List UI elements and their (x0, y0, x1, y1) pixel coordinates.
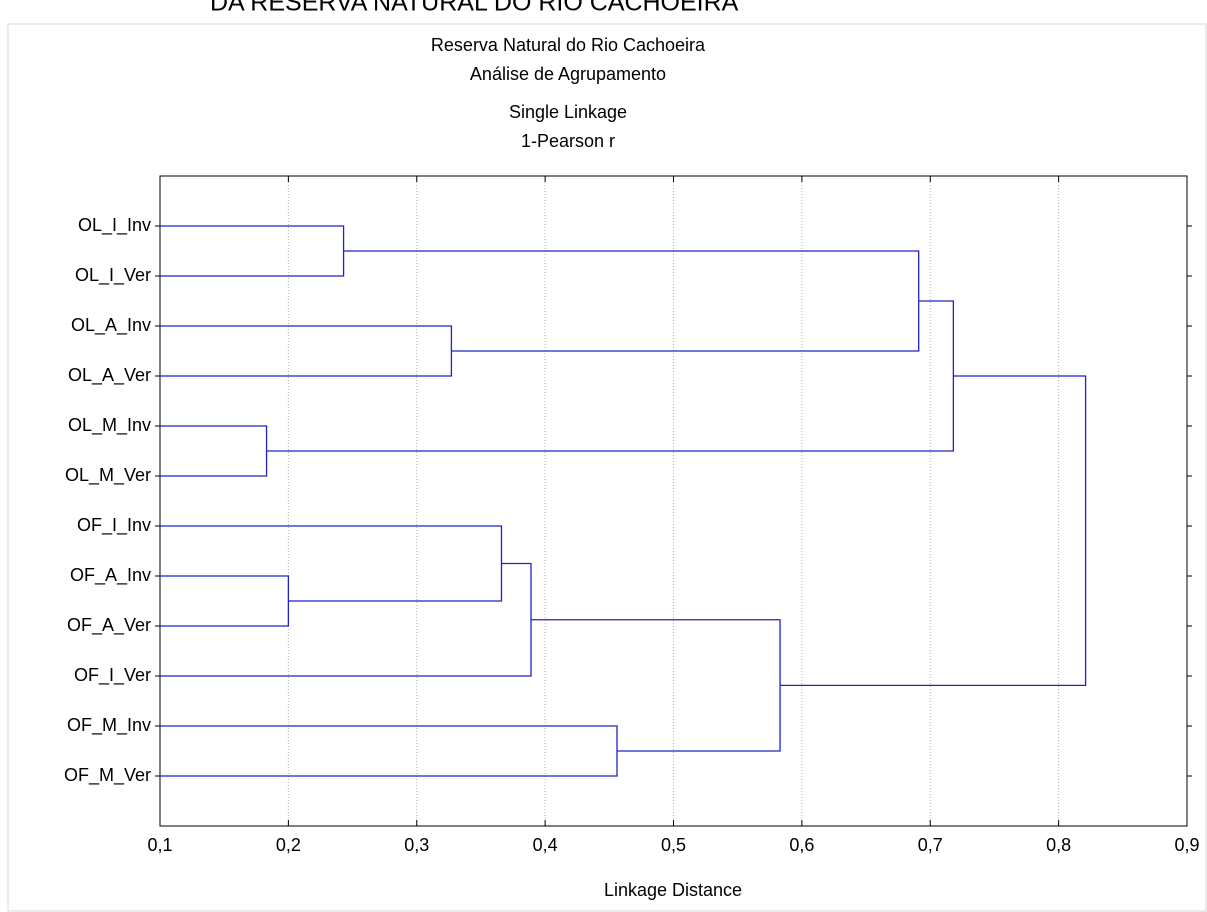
leaf-label: OF_I_Ver (74, 665, 151, 686)
chart-title: Single Linkage (509, 102, 627, 122)
x-tick-label: 0,7 (918, 835, 943, 855)
leaf-label: OL_A_Ver (68, 365, 151, 386)
leaf-label: OL_A_Inv (71, 315, 151, 336)
leaf-label: OF_A_Inv (70, 565, 151, 586)
leaf-label: OL_M_Inv (68, 415, 151, 436)
x-tick-label: 0,6 (789, 835, 814, 855)
x-tick-label: 0,8 (1046, 835, 1071, 855)
page-heading: DA RESERVA NATURAL DO RIO CACHOEIRA (210, 0, 739, 17)
dendrogram-link (266, 300, 955, 452)
dendrogram-link (160, 325, 453, 377)
leaf-label: OF_A_Ver (67, 615, 151, 636)
plot-frame (159, 175, 1188, 827)
chart-title: 1-Pearson r (521, 131, 615, 151)
x-tick-label: 0,9 (1174, 835, 1199, 855)
chart-title: Reserva Natural do Rio Cachoeira (431, 35, 706, 55)
leaf-label: OL_I_Ver (75, 265, 151, 286)
chart-panel (7, 23, 1207, 912)
leaf-label: OF_M_Inv (67, 715, 151, 736)
x-tick-label: 0,3 (404, 835, 429, 855)
leaf-label: OL_M_Ver (65, 465, 151, 486)
leaf-label: OF_M_Ver (64, 765, 151, 786)
dendrogram-link (531, 619, 781, 752)
x-tick-label: 0,2 (276, 835, 301, 855)
dendrogram-link (343, 250, 920, 352)
x-tick-label: 0,5 (661, 835, 686, 855)
dendrogram-link (780, 375, 1087, 687)
chart-title: Análise de Agrupamento (470, 64, 666, 84)
leaf-label: OL_I_Inv (78, 215, 151, 236)
x-axis-label: Linkage Distance (604, 880, 742, 900)
dendrogram-link (160, 225, 345, 277)
x-tick-label: 0,4 (533, 835, 558, 855)
leaf-label: OF_I_Inv (77, 515, 151, 536)
dendrogram-link (160, 425, 268, 477)
x-tick-label: 0,1 (147, 835, 172, 855)
